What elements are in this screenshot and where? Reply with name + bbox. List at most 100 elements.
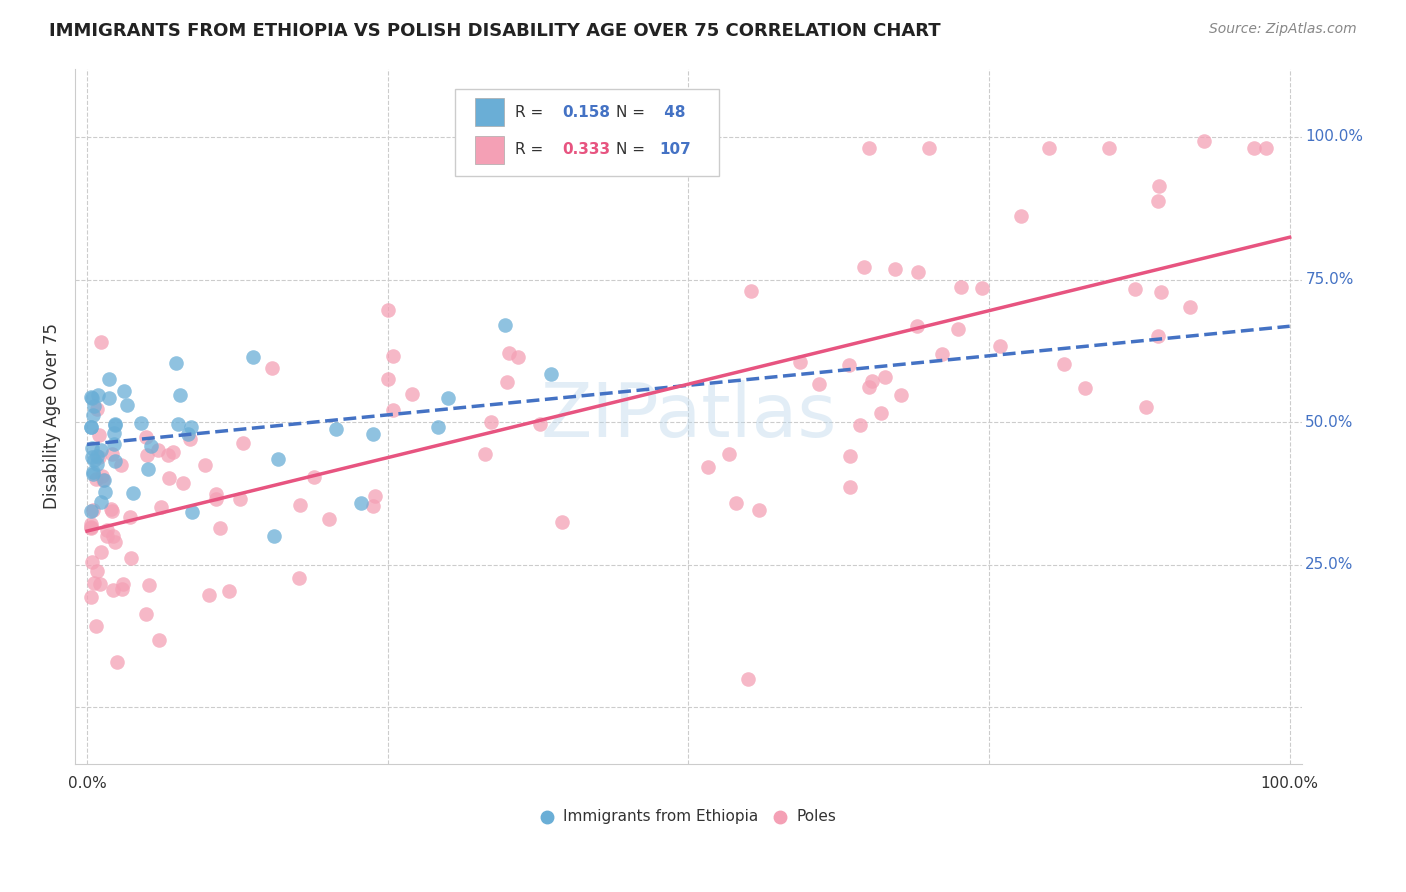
Point xyxy=(101,529,124,543)
Point xyxy=(884,262,907,277)
Point xyxy=(82,450,104,464)
Point xyxy=(849,417,872,432)
Point xyxy=(100,502,122,516)
Point xyxy=(80,517,103,532)
Point xyxy=(90,468,112,483)
Text: 75.0%: 75.0% xyxy=(1305,272,1354,287)
Point xyxy=(494,318,516,332)
Point xyxy=(83,453,105,467)
Point xyxy=(82,465,104,479)
Text: Immigrants from Ethiopia: Immigrants from Ethiopia xyxy=(564,809,758,824)
Point xyxy=(89,450,111,464)
Point xyxy=(79,503,101,517)
Point xyxy=(287,571,309,585)
Point xyxy=(931,347,953,361)
Point xyxy=(97,372,120,386)
Point xyxy=(229,491,252,506)
FancyBboxPatch shape xyxy=(475,136,505,164)
Point xyxy=(807,377,830,392)
Point xyxy=(907,265,929,279)
Point xyxy=(166,417,188,432)
Point xyxy=(139,439,162,453)
Point xyxy=(205,487,228,501)
Point xyxy=(218,584,240,599)
Point xyxy=(104,418,127,433)
Point xyxy=(725,495,748,509)
Y-axis label: Disability Age Over 75: Disability Age Over 75 xyxy=(44,324,60,509)
Text: Source: ZipAtlas.com: Source: ZipAtlas.com xyxy=(1209,22,1357,37)
Point xyxy=(838,480,860,494)
Point xyxy=(150,500,173,514)
Text: 0.158: 0.158 xyxy=(562,105,610,120)
Point xyxy=(165,356,187,370)
Point xyxy=(82,502,104,516)
Point xyxy=(79,420,101,434)
Point xyxy=(110,458,132,472)
Point xyxy=(138,578,160,592)
Point xyxy=(169,388,191,402)
FancyBboxPatch shape xyxy=(456,89,718,177)
Point xyxy=(208,521,231,535)
Point xyxy=(89,577,111,591)
Point xyxy=(112,576,135,591)
Point xyxy=(120,550,142,565)
Point xyxy=(242,350,264,364)
Point xyxy=(508,351,530,365)
Point xyxy=(1135,401,1157,415)
Point xyxy=(101,504,124,518)
Text: 100.0%: 100.0% xyxy=(1305,129,1364,145)
Text: IMMIGRANTS FROM ETHIOPIA VS POLISH DISABILITY AGE OVER 75 CORRELATION CHART: IMMIGRANTS FROM ETHIOPIA VS POLISH DISAB… xyxy=(49,22,941,40)
Point xyxy=(86,401,108,416)
Point xyxy=(1243,141,1265,155)
Point xyxy=(79,390,101,404)
Point xyxy=(87,427,110,442)
Point xyxy=(198,588,221,602)
Point xyxy=(86,564,108,578)
Point xyxy=(103,436,125,450)
Point xyxy=(495,375,517,389)
Point xyxy=(80,392,103,406)
Point xyxy=(120,510,142,524)
Point xyxy=(135,448,157,462)
Text: 50.0%: 50.0% xyxy=(1305,415,1354,430)
Point xyxy=(1149,178,1171,193)
Point xyxy=(1053,357,1076,371)
Point xyxy=(82,441,104,455)
Point xyxy=(90,334,112,349)
Point xyxy=(717,447,740,461)
Point xyxy=(1123,282,1146,296)
Text: N =: N = xyxy=(616,105,650,120)
Point xyxy=(180,420,202,434)
Point xyxy=(1150,285,1173,299)
Text: R =: R = xyxy=(516,143,548,158)
Point xyxy=(86,457,108,471)
Point xyxy=(104,535,127,549)
Point xyxy=(104,454,127,468)
Point xyxy=(1010,209,1032,223)
Text: 107: 107 xyxy=(659,143,690,158)
Point xyxy=(204,492,226,507)
Point xyxy=(146,443,169,458)
Point xyxy=(304,469,326,483)
Point xyxy=(364,489,387,503)
Point xyxy=(104,417,127,431)
Point xyxy=(949,279,972,293)
Point xyxy=(382,349,405,363)
Point xyxy=(288,498,311,512)
Point xyxy=(157,471,180,485)
Point xyxy=(93,473,115,487)
Point xyxy=(103,425,125,440)
Point xyxy=(361,426,384,441)
Point xyxy=(83,399,105,413)
Point xyxy=(740,284,762,298)
Point xyxy=(697,459,720,474)
Point xyxy=(426,420,449,434)
Point xyxy=(498,345,520,359)
Point xyxy=(318,512,340,526)
Point xyxy=(382,402,405,417)
Point xyxy=(83,576,105,591)
Text: 0.0%: 0.0% xyxy=(67,776,107,791)
Text: 100.0%: 100.0% xyxy=(1261,776,1319,791)
Point xyxy=(172,476,194,491)
Point xyxy=(875,369,897,384)
